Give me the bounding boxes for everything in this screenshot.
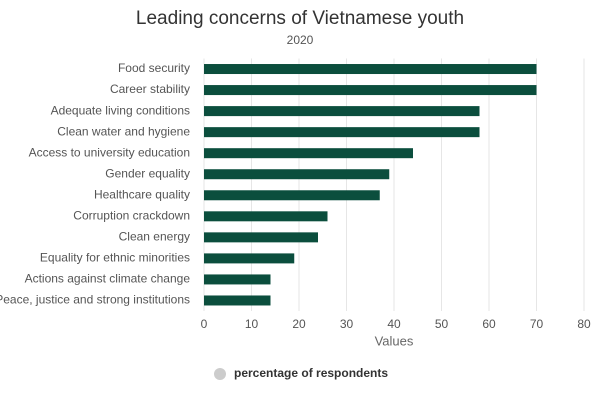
x-tick-label: 20 — [292, 317, 306, 331]
chart-subtitle: 2020 — [287, 33, 314, 47]
bar — [204, 232, 318, 243]
bar — [204, 211, 328, 222]
bar — [204, 85, 537, 96]
y-tick-label: Clean energy — [119, 230, 190, 244]
y-tick-label: Corruption crackdown — [73, 208, 190, 222]
chart-title: Leading concerns of Vietnamese youth — [136, 8, 464, 29]
x-tick-label: 50 — [435, 317, 449, 331]
x-axis-title: Values — [375, 333, 414, 348]
y-tick-label: Clean water and hygiene — [57, 124, 190, 138]
x-tick-label: 80 — [577, 317, 591, 331]
legend-marker — [214, 368, 226, 380]
y-tick-label: Peace, justice and strong institutions — [0, 293, 190, 307]
y-tick-label: Actions against climate change — [25, 272, 191, 286]
bar — [204, 106, 480, 117]
x-tick-label: 0 — [201, 317, 208, 331]
bar — [204, 274, 271, 285]
bar — [204, 148, 413, 159]
bar — [204, 253, 295, 264]
bar — [204, 64, 537, 75]
y-tick-label: Healthcare quality — [94, 187, 190, 201]
bar — [204, 169, 390, 180]
y-tick-label: Career stability — [110, 82, 190, 96]
y-tick-label: Food security — [118, 61, 190, 75]
x-tick-label: 30 — [340, 317, 354, 331]
legend-label: percentage of respondents — [234, 366, 388, 380]
bar — [204, 295, 271, 306]
y-tick-label: Access to university education — [29, 145, 190, 159]
y-tick-label: Gender equality — [105, 166, 190, 180]
y-tick-label: Equality for ethnic minorities — [40, 251, 190, 265]
x-tick-label: 40 — [387, 317, 401, 331]
x-tick-label: 60 — [482, 317, 496, 331]
x-tick-label: 70 — [530, 317, 544, 331]
bar — [204, 127, 480, 138]
y-tick-label: Adequate living conditions — [51, 103, 190, 117]
x-tick-label: 10 — [245, 317, 259, 331]
bar — [204, 190, 380, 201]
